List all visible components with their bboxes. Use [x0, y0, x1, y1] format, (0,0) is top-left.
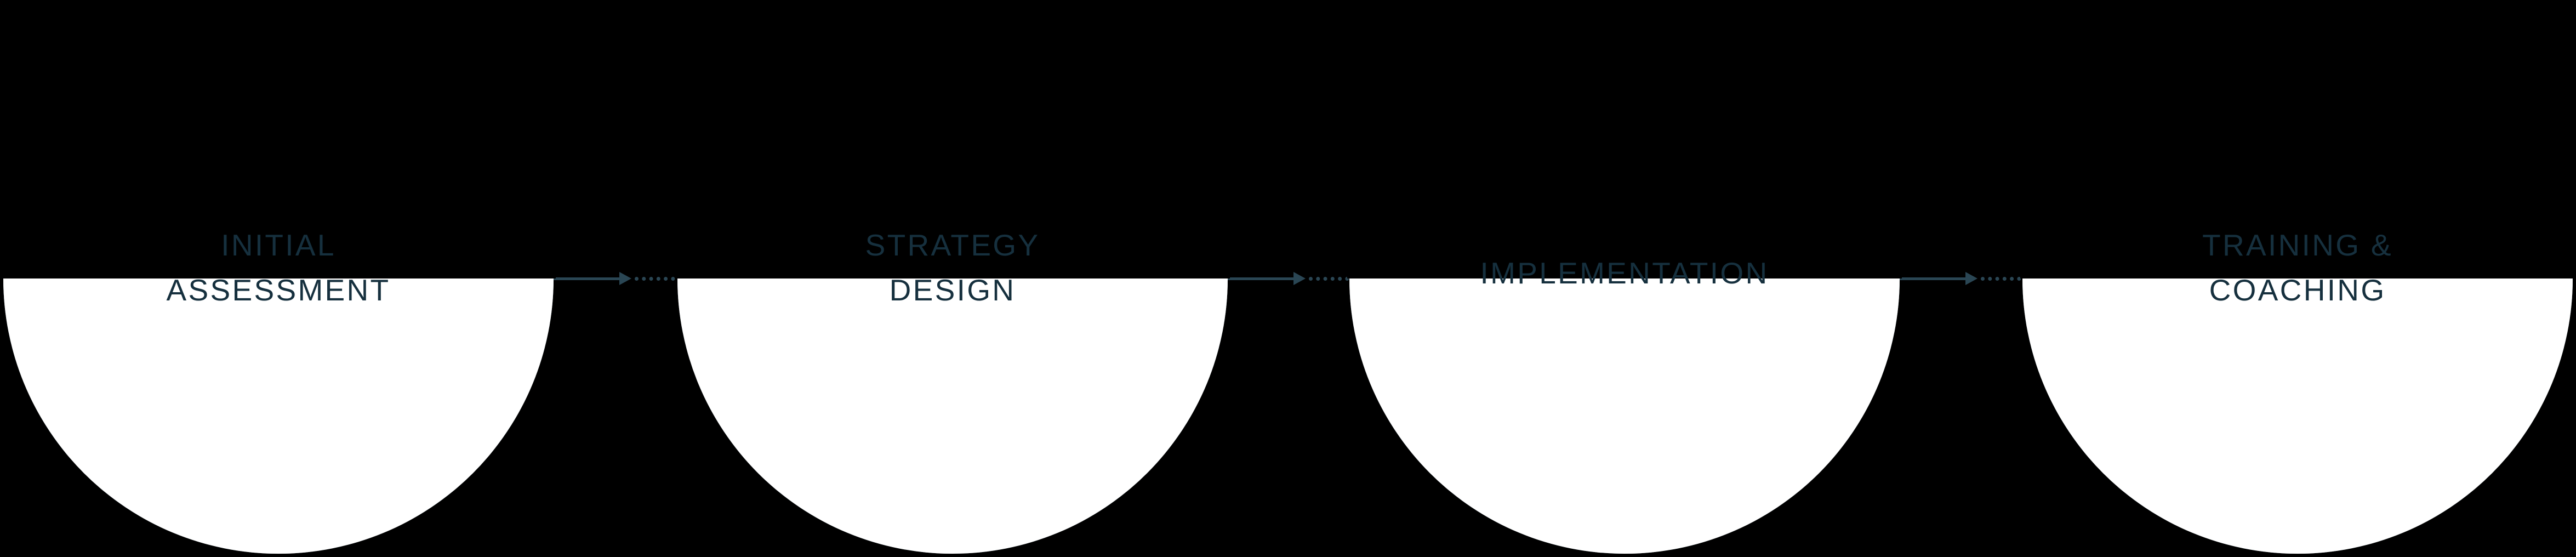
- step-label: IMPLEMENTATION: [1480, 251, 1769, 295]
- process-flow-diagram: INITIAL ASSESSMENT STRATEGY DESIGN IMPLEME…: [0, 0, 2576, 557]
- step-circle-implementation: IMPLEMENTATION: [1349, 3, 1900, 554]
- arrowhead-icon: [619, 272, 631, 285]
- step-label: TRAINING & COACHING: [2202, 223, 2393, 313]
- step-circle-training-coaching: TRAINING & COACHING: [2022, 3, 2573, 554]
- step-circle-strategy-design: STRATEGY DESIGN: [677, 3, 1228, 554]
- arrowhead-icon: [1293, 272, 1306, 285]
- step-label: INITIAL ASSESSMENT: [167, 223, 391, 313]
- step-label: STRATEGY DESIGN: [865, 223, 1040, 313]
- step-circle-initial-assessment: INITIAL ASSESSMENT: [3, 3, 554, 554]
- arrowhead-icon: [1965, 272, 1977, 285]
